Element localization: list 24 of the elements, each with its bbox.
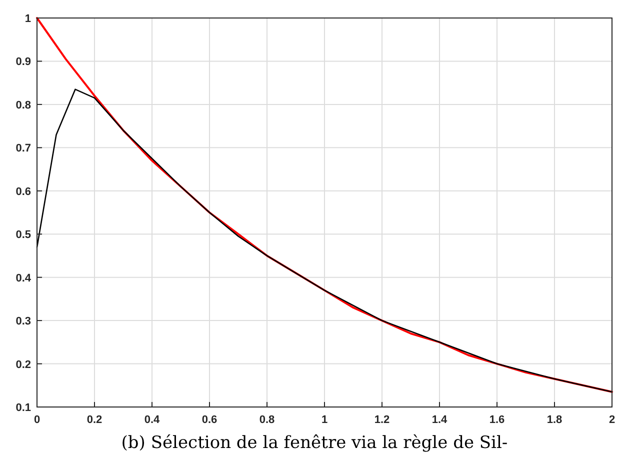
y-tick-label: 0.2 [16,358,31,371]
x-tick-label: 0 [34,414,40,426]
x-tick-label: 0.6 [202,414,218,426]
x-tick-label: 1.2 [374,414,390,426]
x-tick-label: 0.8 [259,414,275,426]
y-tick-label: 0.4 [16,272,32,284]
y-tick-label: 0.5 [16,229,31,242]
x-tick-label: 1.4 [432,414,448,426]
x-tick-label: 2 [608,414,616,426]
line-series [36,88,613,393]
x-tick-label: 1.8 [546,414,562,426]
y-tick-label: 1 [24,13,31,25]
line-series [36,17,613,393]
x-tick-label: 1.6 [489,414,505,426]
y-tick-label: 0.3 [16,316,31,328]
x-tick-label: 0.2 [86,414,102,426]
y-tick-label: 0.7 [16,142,31,155]
y-tick-label: 0.6 [16,186,31,198]
y-tick-label: 0.9 [16,56,31,68]
x-tick-label: 1 [321,414,328,426]
x-tick-label: 0.4 [144,414,161,426]
y-tick-label: 0.1 [16,402,31,414]
text: (b) Sélection de la fenêtre via la règle de Sil- [121,433,508,453]
y-tick-label: 0.8 [16,99,31,112]
